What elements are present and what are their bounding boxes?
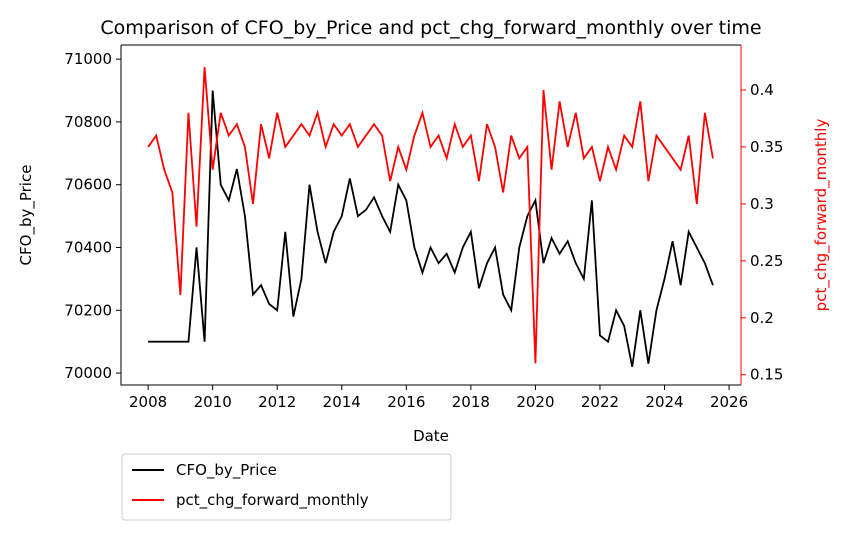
x-tick-label: 2022 [581,393,619,411]
y-tick-label: 70800 [64,113,112,131]
legend-box [121,453,452,521]
x-tick-label: 2020 [516,393,554,411]
series-line [148,90,714,367]
y2-tick-label: 0.25 [750,252,783,270]
y-tick-label: 70200 [64,301,112,319]
x-tick-label: 2018 [452,393,490,411]
y2-axis-label: pct_chg_forward_monthly [812,119,831,312]
y2-tick-label: 0.3 [750,195,774,213]
axes-frame [120,44,741,386]
x-tick-label: 2024 [645,393,683,411]
y-tick-label: 70000 [64,364,112,382]
y2-tick-label: 0.15 [750,366,783,384]
y-axis-label: CFO_by_Price [17,165,36,266]
legend-label: CFO_by_Price [176,461,277,480]
y-tick-label: 71000 [64,50,112,68]
x-tick-label: 2014 [323,393,361,411]
x-tick-label: 2026 [710,393,748,411]
series-line [147,67,714,364]
chart-title: Comparison of CFO_by_Price and pct_chg_f… [100,17,761,39]
y-tick-label: 70600 [64,176,112,194]
x-axis-label: Date [413,427,449,445]
legend-label: pct_chg_forward_monthly [176,491,369,510]
y-tick-label: 70400 [64,238,112,256]
x-tick-label: 2008 [129,393,167,411]
y2-tick-label: 0.4 [750,81,774,99]
y2-tick-label: 0.35 [750,138,783,156]
x-tick-label: 2012 [258,393,296,411]
x-tick-label: 2016 [387,393,425,411]
y2-tick-label: 0.2 [750,309,774,327]
x-tick-label: 2010 [194,393,232,411]
